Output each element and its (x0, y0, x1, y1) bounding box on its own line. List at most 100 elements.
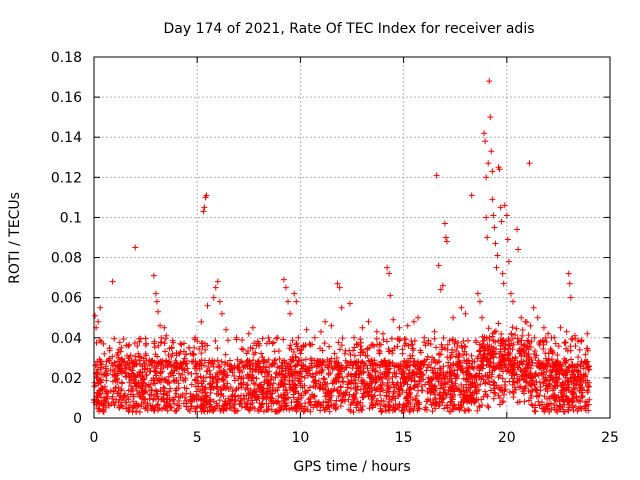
data-point (499, 399, 506, 406)
data-point (96, 406, 103, 413)
data-point (199, 402, 206, 409)
data-point (336, 284, 343, 291)
data-point (300, 408, 307, 415)
data-point (406, 371, 413, 378)
data-point (292, 382, 299, 389)
data-point (268, 373, 275, 380)
data-point (528, 401, 535, 408)
data-point (420, 360, 427, 367)
data-point (492, 365, 499, 372)
data-point (440, 363, 447, 370)
data-point (332, 406, 339, 413)
data-point (431, 401, 438, 408)
data-point (390, 381, 397, 388)
data-point (431, 335, 438, 342)
data-point (171, 362, 178, 369)
y-axis-label: ROTI / TECUs (7, 192, 23, 284)
x-tick-label: 10 (291, 430, 309, 446)
data-point (373, 335, 380, 342)
data-point (490, 395, 497, 402)
data-point (353, 359, 360, 366)
data-point (479, 342, 486, 349)
data-point (462, 407, 469, 414)
data-point (354, 362, 361, 369)
data-point (322, 318, 329, 325)
data-point (436, 358, 443, 365)
data-point (208, 360, 215, 367)
data-point (190, 351, 197, 358)
data-point (326, 343, 333, 350)
data-point (272, 356, 279, 363)
data-point (338, 389, 345, 396)
data-point (495, 320, 502, 327)
data-point (471, 399, 478, 406)
data-point (466, 360, 473, 367)
data-point (368, 342, 375, 349)
data-point (378, 397, 385, 404)
data-point (256, 364, 263, 371)
data-point (509, 324, 516, 331)
data-point (260, 358, 267, 365)
data-point (468, 192, 475, 199)
data-point (555, 394, 562, 401)
data-point (162, 348, 169, 355)
data-point (212, 405, 219, 412)
data-point (101, 350, 108, 357)
data-point (294, 396, 301, 403)
data-point (567, 375, 574, 382)
data-point (424, 353, 431, 360)
data-point (483, 174, 490, 181)
data-point (182, 376, 189, 383)
data-point (542, 355, 549, 362)
data-point (565, 404, 572, 411)
data-point (559, 384, 566, 391)
data-point (437, 392, 444, 399)
data-point (116, 362, 123, 369)
data-point (496, 386, 503, 393)
data-point (505, 341, 512, 348)
data-point (535, 398, 542, 405)
data-point (564, 377, 571, 384)
data-point (372, 367, 379, 374)
data-point (276, 355, 283, 362)
data-point (368, 396, 375, 403)
data-point (545, 330, 552, 337)
plot-frame (93, 56, 611, 419)
data-point (358, 370, 365, 377)
data-point (263, 396, 270, 403)
data-point (464, 337, 471, 344)
data-point (124, 352, 131, 359)
data-point (377, 369, 384, 376)
data-point (346, 300, 353, 307)
data-point (173, 377, 180, 384)
data-point (366, 405, 373, 412)
data-point (483, 335, 490, 342)
data-point (431, 365, 438, 372)
data-point (179, 361, 186, 368)
data-point (416, 374, 423, 381)
data-point (459, 388, 466, 395)
data-point (557, 324, 564, 331)
data-point (204, 342, 211, 349)
data-point (353, 341, 360, 348)
data-point (582, 403, 589, 410)
data-point (155, 359, 162, 366)
data-point (195, 380, 202, 387)
data-point (183, 385, 190, 392)
data-point (109, 278, 116, 285)
data-point (253, 375, 260, 382)
data-point (433, 172, 440, 179)
data-point (133, 408, 140, 415)
data-point (422, 342, 429, 349)
data-point (102, 386, 109, 393)
data-point (439, 396, 445, 403)
data-point (191, 377, 198, 384)
data-point (520, 341, 527, 348)
data-point (456, 406, 463, 413)
data-point (558, 394, 565, 401)
data-point (496, 355, 503, 362)
data-point (409, 341, 416, 348)
data-point (252, 360, 259, 367)
data-point (504, 349, 511, 356)
data-point (571, 377, 578, 384)
